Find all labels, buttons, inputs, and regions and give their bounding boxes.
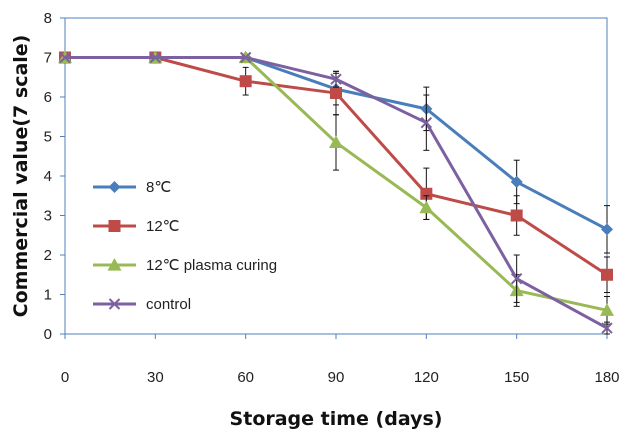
x-tick-label: 150 — [504, 369, 529, 386]
data-point — [601, 322, 613, 334]
y-tick-label: 5 — [44, 129, 52, 146]
x-tick-label: 0 — [61, 369, 69, 386]
data-point — [419, 200, 434, 214]
x-tick-label: 90 — [328, 369, 345, 386]
y-tick-label: 4 — [44, 168, 52, 185]
x-axis-title: Storage time (days) — [230, 408, 443, 430]
y-axis-title: Commercial value(7 scale) — [10, 35, 32, 318]
legend-label: 8℃ — [146, 179, 171, 196]
data-point — [149, 51, 162, 64]
plot-area-frame — [64, 17, 608, 335]
data-point — [330, 73, 342, 85]
x-tick-label: 60 — [237, 369, 254, 386]
data-point — [510, 175, 523, 188]
data-point — [510, 272, 523, 285]
x-tick-label: 120 — [414, 369, 439, 386]
data-point — [329, 135, 343, 149]
legend-label: 12℃ plasma curing — [146, 257, 277, 274]
y-tick-label: 1 — [44, 287, 52, 304]
y-axis-ticks: 0 1 2 3 4 5 6 7 8 — [44, 10, 65, 343]
y-tick-label: 7 — [44, 50, 52, 67]
data-point — [420, 187, 433, 200]
legend-marker — [108, 181, 121, 193]
x-axis-ticks: 0 30 60 90 120 150 180 — [61, 334, 620, 386]
series-layer — [58, 50, 614, 335]
data-point — [330, 87, 342, 100]
data-point — [420, 116, 433, 129]
data-point — [239, 51, 252, 64]
data-point — [510, 209, 523, 222]
x-tick-label: 180 — [594, 369, 619, 386]
legend-marker — [108, 220, 121, 232]
series-2 — [59, 51, 613, 294]
data-point — [601, 223, 613, 236]
series-4 — [59, 51, 613, 335]
legend: 8℃ 12℃ 12℃ plasma curing control — [93, 179, 277, 313]
y-tick-label: 3 — [44, 208, 52, 225]
legend-label: control — [146, 296, 191, 313]
data-point — [59, 51, 71, 64]
y-tick-label: 8 — [44, 10, 52, 27]
y-tick-label: 2 — [44, 247, 52, 264]
data-point — [239, 75, 252, 88]
y-tick-label: 0 — [44, 326, 52, 343]
y-tick-label: 6 — [44, 89, 52, 106]
data-point — [601, 268, 613, 281]
legend-marker — [107, 258, 122, 271]
data-point — [600, 303, 614, 316]
x-tick-label: 30 — [147, 369, 164, 386]
legend-label: 12℃ — [146, 218, 180, 235]
legend-marker — [108, 298, 121, 310]
